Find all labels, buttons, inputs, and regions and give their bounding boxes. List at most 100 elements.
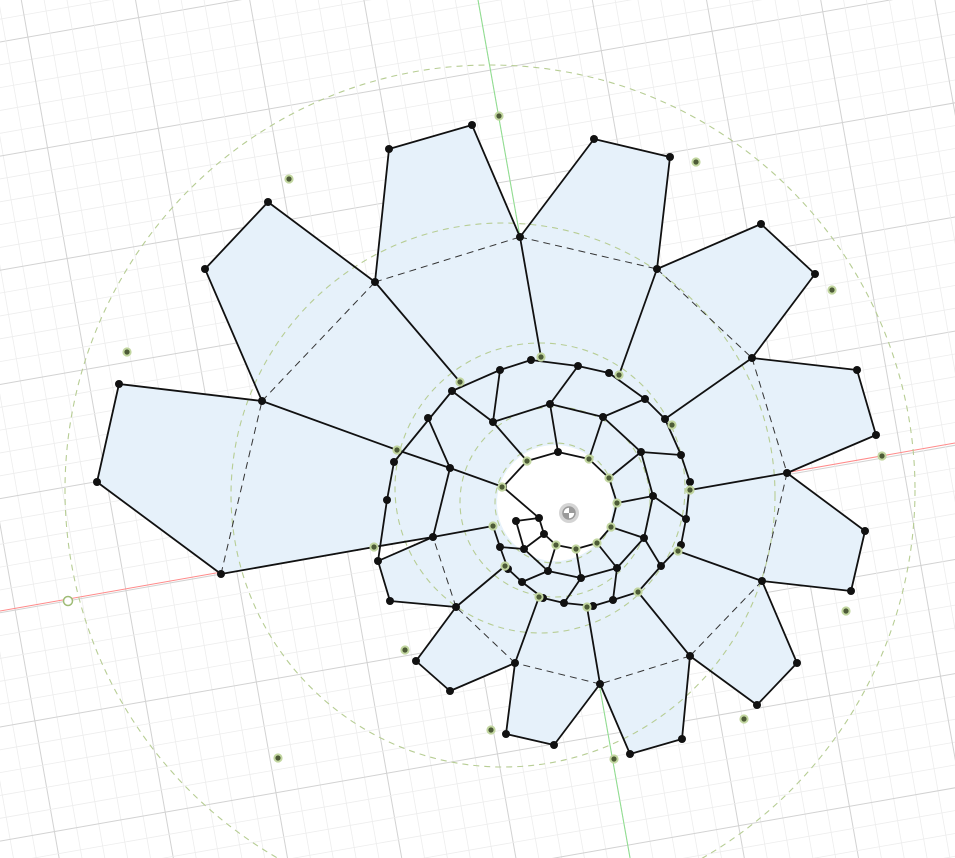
spoke-line bbox=[432, 525, 494, 538]
cell-line bbox=[515, 520, 525, 550]
sketch-point bbox=[546, 400, 554, 408]
cell-line bbox=[549, 365, 579, 405]
grid-line bbox=[422, 764, 955, 858]
sketch-point bbox=[872, 431, 880, 439]
sketch-point bbox=[682, 515, 690, 523]
spoke-line bbox=[664, 357, 753, 420]
cell-line bbox=[643, 495, 654, 539]
construction-point bbox=[691, 157, 701, 167]
construction-point bbox=[497, 482, 507, 492]
construction-point bbox=[827, 285, 837, 295]
cell-line bbox=[547, 570, 582, 579]
construction-point bbox=[488, 521, 498, 531]
sketch-point bbox=[518, 578, 526, 586]
construction-point bbox=[486, 725, 496, 735]
grid-line bbox=[0, 833, 955, 858]
sketch-point bbox=[489, 418, 497, 426]
sketch-point bbox=[201, 265, 209, 273]
cell-line bbox=[492, 403, 551, 423]
sketch-point bbox=[496, 543, 504, 551]
construction-point bbox=[273, 753, 283, 763]
center-hole bbox=[497, 445, 613, 561]
construction-point bbox=[571, 544, 581, 554]
sketch-profiles bbox=[97, 125, 876, 754]
construction-point bbox=[400, 645, 410, 655]
grid-line bbox=[66, 0, 220, 858]
spoke-line bbox=[689, 472, 788, 491]
sketch-point bbox=[847, 587, 855, 595]
cell-line bbox=[492, 369, 501, 423]
sketch-point bbox=[666, 153, 674, 161]
sketch-point bbox=[613, 564, 621, 572]
sketch-point bbox=[550, 741, 558, 749]
sketch-point bbox=[374, 557, 382, 565]
sketch-point bbox=[853, 366, 861, 374]
construction-chord bbox=[751, 357, 788, 474]
grid-line bbox=[0, 0, 763, 134]
sketch-point bbox=[661, 415, 669, 423]
sketch-point bbox=[793, 659, 801, 667]
cell-line bbox=[549, 403, 559, 453]
grid-line bbox=[89, 0, 243, 858]
sketch-point bbox=[554, 448, 562, 456]
sketch-point bbox=[637, 448, 645, 456]
sketch-point bbox=[386, 597, 394, 605]
sketch-point bbox=[429, 533, 437, 541]
construction-point bbox=[739, 714, 749, 724]
grid-line-major bbox=[20, 0, 174, 858]
sketch-point bbox=[753, 701, 761, 709]
cell-line bbox=[652, 495, 687, 520]
construction-geometry bbox=[64, 64, 916, 858]
construction-point bbox=[841, 606, 851, 616]
construction-endpoint bbox=[62, 595, 74, 607]
cell-line bbox=[596, 542, 618, 569]
cell-line bbox=[616, 537, 645, 569]
sketch-point bbox=[264, 198, 272, 206]
sketch-point bbox=[686, 652, 694, 660]
sketch-point bbox=[811, 270, 819, 278]
construction-chord bbox=[432, 536, 457, 608]
construction-point bbox=[551, 540, 561, 550]
sketch-point bbox=[657, 562, 665, 570]
sketch-point bbox=[217, 570, 225, 578]
grid-line bbox=[0, 125, 955, 294]
grid-line bbox=[0, 79, 955, 248]
construction-chord bbox=[261, 281, 376, 402]
grid-line-major bbox=[0, 102, 955, 271]
sketch-point bbox=[861, 527, 869, 535]
construction-point bbox=[534, 592, 544, 602]
cell-line bbox=[563, 577, 582, 604]
grid-line bbox=[0, 0, 100, 858]
grid-line bbox=[292, 741, 955, 858]
sketch-point bbox=[677, 451, 685, 459]
construction-point bbox=[673, 546, 683, 556]
construction-point bbox=[685, 485, 695, 495]
cell-line bbox=[427, 417, 451, 469]
sketch-point bbox=[577, 574, 585, 582]
cell-line bbox=[640, 451, 654, 497]
ring-outline bbox=[393, 359, 691, 607]
spoke-line bbox=[455, 565, 506, 608]
grid-line bbox=[0, 0, 112, 20]
grid-line bbox=[0, 650, 955, 819]
sketch-point bbox=[758, 577, 766, 585]
origin-icon[interactable] bbox=[559, 503, 579, 523]
spoke-line bbox=[637, 591, 691, 657]
spoke-line bbox=[261, 400, 398, 451]
construction-point bbox=[369, 542, 379, 552]
cell-line bbox=[451, 390, 494, 423]
construction-chord bbox=[514, 662, 601, 685]
construction-point bbox=[606, 522, 616, 532]
cell-line bbox=[616, 495, 654, 504]
sketch-point bbox=[446, 464, 454, 472]
sketch-point bbox=[560, 599, 568, 607]
grid-line-major bbox=[551, 787, 955, 858]
sketch-point bbox=[516, 233, 524, 241]
cell-line bbox=[580, 567, 618, 579]
sketch-point bbox=[748, 354, 756, 362]
construction-point bbox=[582, 602, 592, 612]
construction-point bbox=[609, 754, 619, 764]
sketch-point bbox=[496, 366, 504, 374]
